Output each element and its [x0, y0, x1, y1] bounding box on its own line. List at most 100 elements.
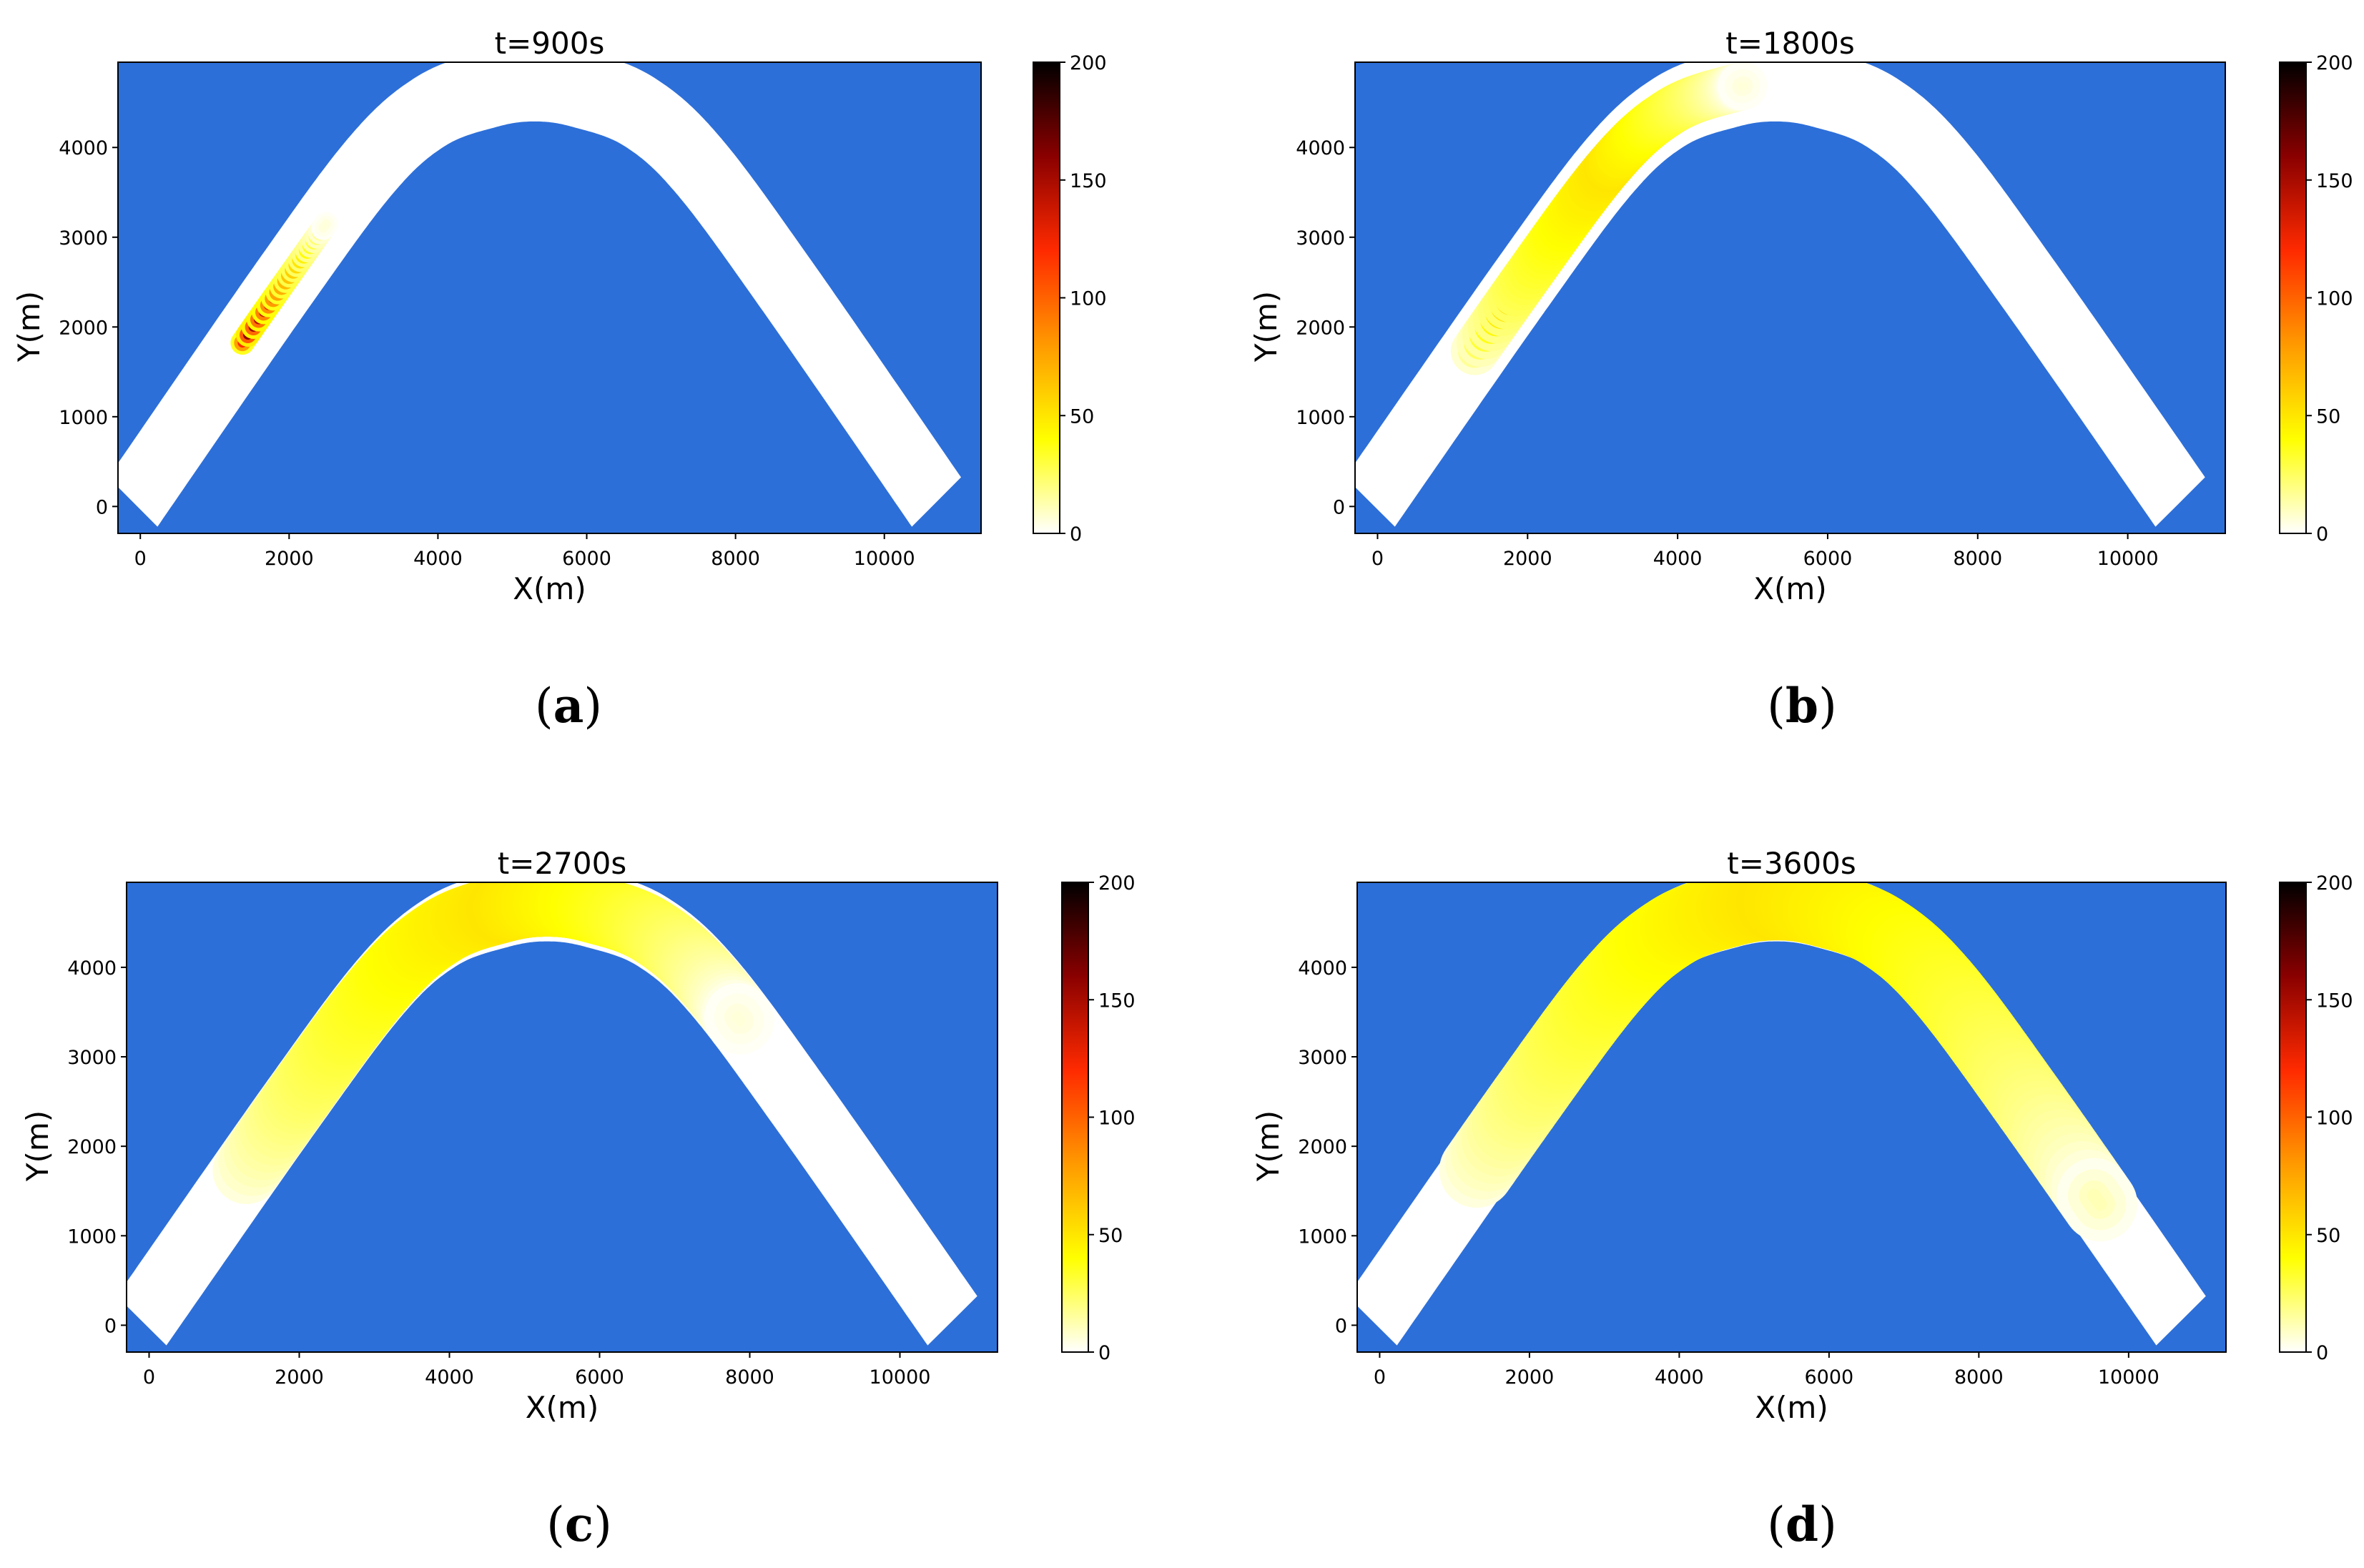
river-channel: [1355, 62, 2205, 527]
colorbar-tick-label: 50: [2316, 405, 2340, 428]
plot-frame: [117, 61, 982, 534]
colorbar-tick-label: 100: [1070, 288, 1107, 310]
colorbar-tick-label: 150: [1098, 990, 1136, 1012]
river-channel: [118, 62, 961, 527]
x-tick-label: 4000: [1653, 548, 1703, 570]
x-axis-label: X(m): [1753, 571, 1826, 606]
y-tick-label: 4000: [59, 137, 108, 159]
y-tick-label: 0: [96, 496, 108, 518]
x-tick-label: 4000: [1655, 1366, 1704, 1389]
plume-segment: [1737, 82, 1748, 91]
y-tick-label: 4000: [67, 957, 117, 980]
x-tick-label: 0: [1374, 1366, 1386, 1389]
concentration-plume: [230, 212, 338, 355]
y-tick-label: 1000: [1296, 407, 1345, 429]
colorbar-tick-label: 0: [2316, 523, 2328, 546]
x-tick-label: 10000: [2098, 1366, 2159, 1389]
y-axis-label: Y(m): [1251, 1110, 1286, 1182]
colorbar-tick-label: 200: [1070, 52, 1107, 74]
colorbar-tick-label: 200: [2316, 872, 2353, 894]
y-tick-label: 0: [1335, 1315, 1347, 1337]
y-tick-label: 3000: [1296, 227, 1345, 250]
y-tick-label: 1000: [59, 407, 108, 429]
colorbar-tick-label: 200: [2316, 52, 2353, 74]
x-tick-label: 8000: [1953, 548, 2002, 570]
y-tick-label: 0: [1333, 496, 1345, 518]
colorbar-tick-label: 150: [2316, 170, 2353, 192]
plot-frame: [126, 882, 998, 1353]
colorbar: [2279, 61, 2307, 534]
plot-title: t=2700s: [498, 846, 626, 881]
caption-d: (d): [1767, 1496, 1837, 1552]
y-axis-label: Y(m): [11, 291, 46, 363]
x-tick-label: 6000: [1805, 1366, 1854, 1389]
colorbar-tick-label: 200: [1098, 872, 1136, 894]
y-tick-label: 4000: [1298, 957, 1347, 980]
colorbar: [2279, 882, 2307, 1353]
colorbar-tick-label: 50: [1098, 1225, 1123, 1247]
colorbar-tick-label: 100: [2316, 1108, 2353, 1130]
y-tick-label: 2000: [1298, 1136, 1347, 1158]
x-axis-label: X(m): [513, 571, 586, 606]
x-tick-label: 2000: [265, 548, 314, 570]
x-axis-label: X(m): [1755, 1390, 1828, 1425]
y-axis-label: Y(m): [20, 1110, 55, 1182]
plot-title: t=900s: [495, 26, 605, 61]
caption-c: (c): [546, 1496, 612, 1552]
x-tick-label: 6000: [562, 548, 611, 570]
colorbar-tick-label: 0: [2316, 1342, 2328, 1364]
plume-segment: [732, 1010, 747, 1027]
x-tick-label: 0: [143, 1366, 155, 1389]
colorbar-tick-label: 150: [1070, 170, 1107, 192]
colorbar-tick-label: 100: [1098, 1108, 1136, 1130]
plot-frame: [1354, 61, 2226, 534]
x-tick-label: 8000: [711, 548, 760, 570]
caption-a: (a): [534, 678, 603, 734]
colorbar-tick-label: 0: [1070, 523, 1082, 546]
plume-segment: [2087, 1188, 2107, 1211]
y-tick-label: 3000: [67, 1047, 117, 1069]
colorbar-tick-label: 150: [2316, 990, 2353, 1012]
colorbar: [1033, 61, 1060, 534]
y-tick-label: 4000: [1296, 137, 1345, 159]
concentration-plume: [1450, 62, 1768, 375]
x-tick-label: 6000: [575, 1366, 624, 1389]
x-tick-label: 10000: [854, 548, 915, 570]
colorbar-tick-label: 50: [1070, 405, 1094, 428]
caption-b: (b): [1767, 678, 1837, 734]
y-tick-label: 0: [104, 1315, 117, 1337]
y-tick-label: 1000: [1298, 1226, 1347, 1248]
x-tick-label: 2000: [275, 1366, 324, 1389]
y-tick-label: 2000: [1296, 317, 1345, 339]
concentration-plume: [1439, 882, 2138, 1242]
plume-segment: [320, 222, 328, 230]
x-tick-label: 0: [1371, 548, 1384, 570]
colorbar: [1061, 882, 1089, 1353]
x-tick-label: 8000: [725, 1366, 774, 1389]
y-tick-label: 1000: [67, 1226, 117, 1248]
y-axis-label: Y(m): [1249, 291, 1284, 363]
x-tick-label: 2000: [1505, 1366, 1555, 1389]
x-axis-label: X(m): [526, 1390, 599, 1425]
concentration-plume: [212, 882, 774, 1205]
x-tick-label: 4000: [425, 1366, 474, 1389]
y-tick-label: 2000: [67, 1136, 117, 1158]
plot-frame: [1356, 882, 2227, 1353]
plot-title: t=3600s: [1727, 846, 1856, 881]
x-tick-label: 10000: [870, 1366, 931, 1389]
colorbar-tick-label: 0: [1098, 1342, 1110, 1364]
y-tick-label: 3000: [1298, 1047, 1347, 1069]
x-tick-label: 8000: [1954, 1366, 2004, 1389]
y-tick-label: 3000: [59, 227, 108, 250]
plot-title: t=1800s: [1725, 26, 1854, 61]
x-tick-label: 0: [134, 548, 147, 570]
x-tick-label: 4000: [413, 548, 463, 570]
x-tick-label: 6000: [1803, 548, 1853, 570]
x-tick-label: 10000: [2097, 548, 2159, 570]
colorbar-tick-label: 50: [2316, 1225, 2340, 1247]
